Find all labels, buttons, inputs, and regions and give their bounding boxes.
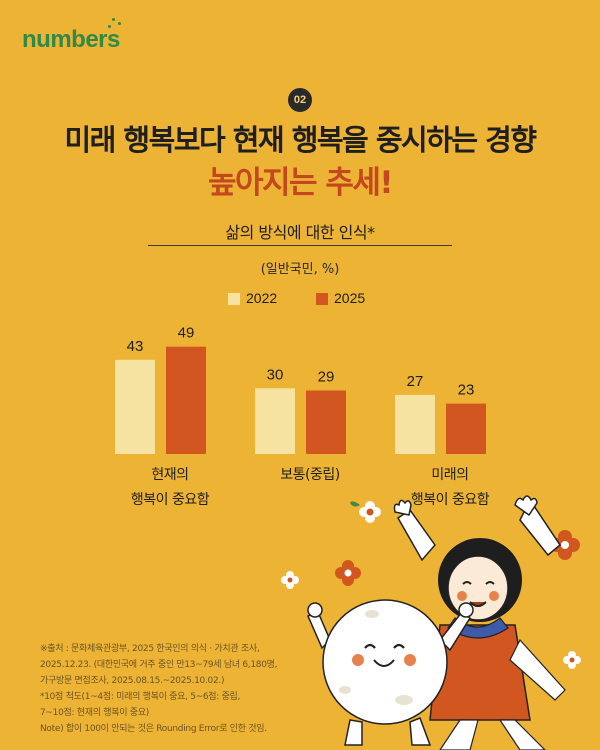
data-label-미래-2025: 23 [458,382,475,399]
chart-unit: (일반국민, %) [260,262,340,277]
flower-icon [335,560,361,586]
bar-보통-2025 [306,390,346,454]
section-number-badge: 02 [288,88,312,112]
title-divider [148,245,452,246]
data-label-현재-2022: 43 [127,338,144,355]
source-notes: ※출처 : 문화체육관광부, 2025 한국인의 의식 · 가치관 조사, 20… [40,641,277,737]
source-line: Note) 합이 100이 안되는 것은 Rounding Error로 인한 … [40,724,267,734]
chart-title: 삶의 방식에 대한 인식* [225,223,375,242]
source-line: 가구방문 면접조사, 2025.08.15.~2025.10.02.) [40,676,225,686]
girl-illustration [393,495,566,750]
legend-swatch-2022 [228,293,240,305]
bar-현재-2025 [166,346,206,454]
legend-label-2022: 2022 [246,290,278,306]
data-label-보통-2025: 29 [318,368,335,385]
headline-subtitle: 높아지는 추세! [207,165,394,201]
flower-icon [281,571,299,589]
source-line: *10점 척도(1~4점: 미래의 행복이 중요, 5~6점: 중립, [40,692,241,702]
bar-미래-2025 [446,403,486,454]
source-line: 7~10점: 현재의 행복이 중요) [40,708,149,718]
category-label-미래: 미래의 행복이 중요함 [410,467,490,508]
category-label-보통: 보통(중립) [280,467,340,483]
data-label-미래-2022: 27 [407,373,424,390]
data-label-현재-2025: 49 [178,325,195,342]
moon-character-illustration [307,599,474,746]
headline-title: 미래 행복보다 현재 행복을 중시하는 경향 [64,123,537,157]
data-label-보통-2022: 30 [267,366,284,383]
source-line: ※출처 : 문화체육관광부, 2025 한국인의 의식 · 가치관 조사, [40,644,260,654]
flower-icon [563,651,581,669]
legend-swatch-2025 [316,293,328,305]
brand-logo: numbers [22,26,120,53]
source-line: 2025.12.23. (대한민국에 거주 중인 만13~79세 남녀 6,18… [40,660,278,670]
legend-label-2025: 2025 [334,290,366,306]
category-label-현재: 현재의 행복이 중요함 [130,467,210,508]
bar-보통-2022 [255,388,295,454]
flower-icon [350,501,381,523]
bar-현재-2022 [115,359,155,454]
bar-미래-2022 [395,394,435,454]
